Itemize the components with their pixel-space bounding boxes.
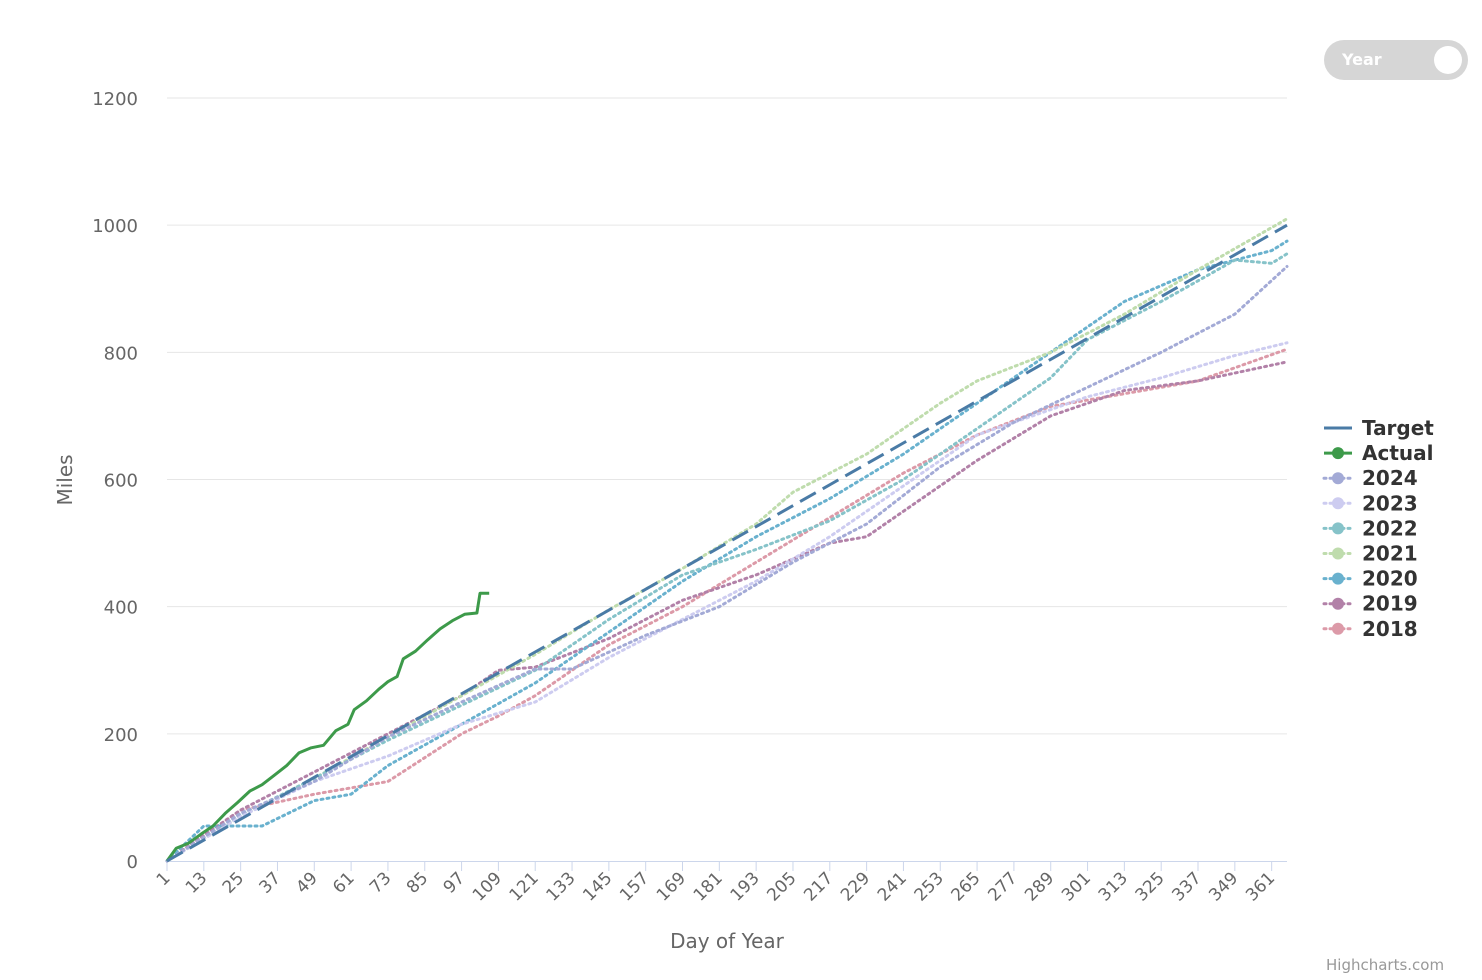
highcharts-credit[interactable]: Highcharts.com [1326, 956, 1445, 974]
y-tick-label: 1200 [92, 89, 138, 110]
legend-item-2019[interactable]: 2019 [1322, 592, 1418, 616]
x-tick-label: 49 [292, 868, 321, 897]
legend-marker [1332, 597, 1344, 610]
x-tick-label: 337 [1168, 868, 1205, 905]
y-tick-label: 200 [104, 725, 138, 746]
legend-item-actual[interactable]: Actual [1324, 441, 1433, 465]
legend-item-2021[interactable]: 2021 [1322, 542, 1418, 566]
x-tick-label: 121 [506, 868, 543, 905]
x-tick-label: 145 [579, 868, 616, 905]
series-line-2019 [165, 360, 1289, 863]
x-tick-label: 157 [616, 868, 653, 905]
series-line-2023 [165, 341, 1289, 863]
legend-item-2023[interactable]: 2023 [1322, 491, 1418, 515]
legend-item-2020[interactable]: 2020 [1322, 567, 1418, 591]
series-line-2020 [165, 239, 1289, 863]
x-tick-label: 289 [1021, 868, 1058, 905]
series-lines [165, 217, 1289, 863]
x-tick-label: 61 [329, 868, 358, 897]
x-tick-label: 313 [1095, 868, 1132, 905]
year-toggle-label: Year [1342, 50, 1382, 69]
x-tick-label: 133 [542, 868, 579, 905]
legend-item-2024[interactable]: 2024 [1322, 466, 1418, 490]
x-tick-label: 181 [690, 868, 727, 905]
x-tick-label: 85 [403, 868, 432, 897]
x-tick-label: 301 [1058, 868, 1095, 905]
series-line-target [166, 223, 1288, 863]
x-tick-label: 25 [219, 868, 248, 897]
x-tick-label: 253 [911, 868, 948, 905]
legend-label: Actual [1362, 441, 1433, 465]
y-tick-labels: 0 200 400 600 800 1000 1200 [92, 89, 138, 873]
series-line-2022 [165, 252, 1289, 863]
x-tick-label: 109 [469, 868, 506, 905]
legend-label: 2019 [1362, 592, 1418, 616]
x-tick-label: 325 [1132, 868, 1169, 905]
y-tick-label: 800 [104, 343, 138, 364]
series-line-2018 [165, 347, 1289, 863]
x-tick-label: 37 [256, 868, 285, 897]
legend-marker [1332, 622, 1344, 635]
x-tick-label: 349 [1205, 868, 1242, 905]
x-tick-label: 13 [182, 868, 211, 897]
legend-marker [1332, 497, 1344, 510]
x-tick-label: 265 [948, 868, 985, 905]
year-toggle[interactable]: Year [1324, 40, 1468, 80]
x-tick-label: 169 [653, 868, 690, 905]
legend-label: 2024 [1362, 466, 1418, 490]
legend-label: 2022 [1362, 516, 1418, 540]
legend-label: 2018 [1362, 617, 1418, 641]
legend-marker [1332, 522, 1344, 535]
x-tick-label: 241 [874, 868, 911, 905]
x-tick-label: 73 [366, 868, 395, 897]
x-tick-label: 97 [440, 868, 469, 897]
legend-item-2018[interactable]: 2018 [1322, 617, 1418, 641]
x-tick-label: 205 [763, 868, 800, 905]
x-tick-label: 277 [984, 868, 1021, 905]
x-axis-title: Day of Year [670, 929, 785, 953]
y-tick-label: 0 [127, 852, 138, 873]
legend-marker [1332, 547, 1344, 560]
legend-item-2022[interactable]: 2022 [1322, 516, 1418, 540]
series-line-actual [165, 591, 490, 862]
x-tick-label: 1 [153, 868, 175, 890]
y-tick-label: 1000 [92, 216, 138, 237]
toggle-knob[interactable] [1434, 46, 1462, 74]
y-tick-label: 400 [104, 598, 138, 619]
legend-marker [1332, 572, 1344, 585]
y-tick-label: 600 [104, 471, 138, 492]
legend-item-target[interactable]: Target [1324, 416, 1434, 440]
legend-label: Target [1362, 416, 1434, 440]
x-tick-label: 229 [837, 868, 874, 905]
y-gridlines [167, 97, 1287, 735]
legend-label: 2021 [1362, 542, 1418, 566]
x-tick-label: 217 [800, 868, 837, 905]
x-tick-labels: 1 13 25 37 49 61 73 85 97 109 121 133 145 157 169 181 19… [153, 861, 1279, 905]
legend-marker [1332, 447, 1344, 460]
legend-marker [1332, 472, 1344, 485]
legend-label: 2020 [1362, 567, 1418, 591]
y-axis-title: Miles [53, 454, 77, 505]
x-tick-label: 193 [727, 868, 764, 905]
series-line-2024 [165, 265, 1289, 863]
x-tick-label: 361 [1242, 868, 1279, 905]
legend-label: 2023 [1362, 491, 1418, 515]
